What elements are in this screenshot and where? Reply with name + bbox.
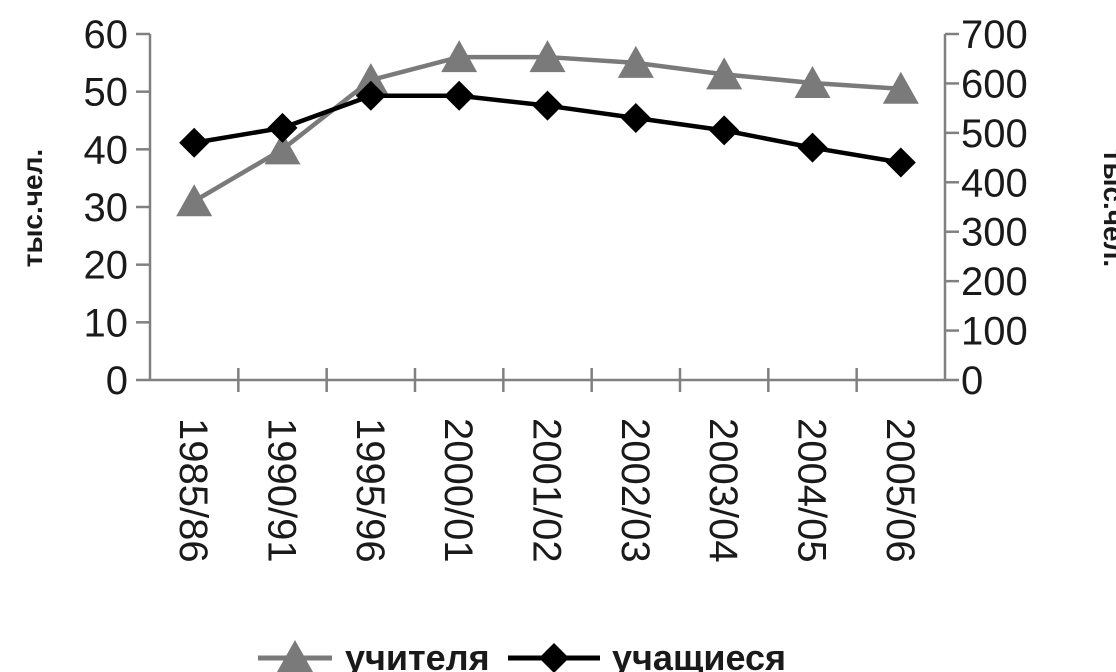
left-tick-label: 0: [106, 359, 128, 403]
x-axis-ticks: 1985/86 1990/91 1995/96 2000/01 2001/02 2002/…: [171, 368, 922, 563]
right-tick-label: 200: [961, 260, 1028, 304]
diamond-marker: [709, 115, 740, 146]
left-axis-title: тыс.чел.: [17, 149, 48, 267]
right-tick-label: 500: [961, 112, 1028, 156]
right-tick-label: 600: [961, 62, 1028, 106]
diamond-marker: [797, 132, 828, 163]
diamond-marker: [355, 80, 386, 111]
triangle-marker: [441, 40, 478, 73]
triangle-marker: [529, 40, 566, 73]
legend-item-teachers: учителя: [258, 637, 490, 672]
triangle-marker: [617, 45, 654, 78]
x-category-label: 1990/91: [260, 418, 304, 563]
left-axis-ticks: 0 10 20 30 40 50 60: [84, 13, 150, 403]
diamond-marker: [179, 127, 210, 158]
diamond-marker: [267, 112, 298, 143]
triangle-marker: [706, 57, 743, 90]
x-category-label: 2001/02: [525, 418, 569, 563]
x-category-label: 1995/96: [348, 418, 392, 563]
right-tick-label: 0: [961, 359, 983, 403]
x-category-label: 2003/04: [701, 418, 745, 563]
left-tick-label: 30: [84, 186, 129, 230]
left-tick-label: 10: [84, 301, 129, 345]
right-axis-ticks: 0 100 200 300 400 500 600 700: [945, 13, 1028, 403]
right-tick-label: 400: [961, 161, 1028, 205]
diamond-marker: [885, 147, 916, 178]
series-layer: [176, 40, 919, 217]
right-tick-label: 100: [961, 310, 1028, 354]
diamond-marker: [444, 80, 475, 111]
triangle-marker: [794, 66, 831, 99]
x-category-label: 2004/05: [790, 418, 834, 563]
x-category-label: 2002/03: [613, 418, 657, 563]
right-tick-label: 300: [961, 211, 1028, 255]
left-tick-label: 60: [84, 13, 129, 57]
x-category-label: 2005/06: [878, 418, 922, 563]
triangle-marker: [176, 184, 213, 217]
right-tick-label: 700: [961, 13, 1028, 57]
legend: учителя учащиеся: [258, 637, 786, 672]
triangle-marker: [264, 132, 301, 165]
x-category-label: 2000/01: [436, 418, 480, 563]
x-category-label: 1985/86: [171, 418, 215, 563]
series-line: [193, 54, 901, 204]
legend-item-students: учащиеся: [508, 637, 786, 672]
series-students: [179, 80, 916, 178]
legend-teachers-marker: [277, 640, 313, 672]
diamond-marker: [620, 103, 651, 134]
left-tick-label: 40: [84, 128, 129, 172]
legend-students-marker: [539, 643, 569, 672]
diamond-marker: [532, 90, 563, 121]
legend-students-label: учащиеся: [612, 637, 786, 672]
left-tick-label: 50: [84, 71, 129, 115]
right-axis-title: тыс.чел.: [1098, 149, 1116, 267]
legend-teachers-label: учителя: [345, 637, 490, 672]
triangle-marker: [352, 63, 389, 96]
series-teachers: [176, 40, 919, 217]
triangle-marker: [882, 71, 919, 104]
left-tick-label: 20: [84, 244, 129, 288]
